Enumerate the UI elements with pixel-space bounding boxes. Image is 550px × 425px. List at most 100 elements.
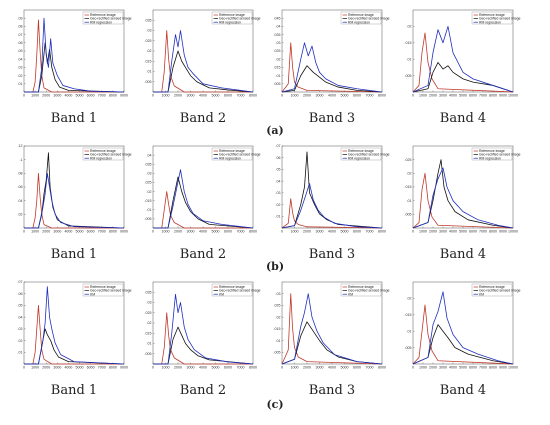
x-tick-label: 9000 bbox=[120, 94, 128, 98]
x-tick-label: 6000 bbox=[224, 366, 232, 370]
y-tick-label: .01 bbox=[276, 214, 281, 218]
x-tick-label: 8000 bbox=[249, 366, 257, 370]
x-tick-label: 5000 bbox=[76, 230, 84, 234]
legend-label: RM regression bbox=[479, 20, 501, 24]
series-line-method bbox=[24, 17, 125, 93]
x-tick-label: 9000 bbox=[120, 366, 128, 370]
x-tick-label: 4000 bbox=[199, 366, 207, 370]
series-line-reference bbox=[412, 172, 514, 229]
y-tick-label: .06 bbox=[18, 292, 23, 296]
x-tick-label: 4000 bbox=[64, 366, 72, 370]
x-tick-label: 7000 bbox=[366, 230, 374, 234]
x-tick-label: 7000 bbox=[98, 94, 106, 98]
y-tick-label: .1 bbox=[20, 158, 23, 162]
legend-label: KM bbox=[479, 292, 484, 296]
x-tick-label: 4000 bbox=[199, 94, 207, 98]
x-tick-label: 2000 bbox=[303, 366, 311, 370]
y-tick-label: .03 bbox=[276, 41, 281, 45]
x-tick-label: 1000 bbox=[419, 94, 427, 98]
y-tick-label: .02 bbox=[276, 203, 281, 207]
y-tick-label: .025 bbox=[145, 311, 152, 315]
y-tick-label: .04 bbox=[276, 179, 281, 183]
legend-label: Geo-rectified sensed image bbox=[348, 153, 390, 157]
y-tick-label: .015 bbox=[405, 41, 412, 45]
series-line-reference bbox=[153, 30, 253, 93]
y-tick-label: .04 bbox=[18, 315, 23, 319]
x-tick-label: 2000 bbox=[303, 230, 311, 234]
legend-label: RM regression bbox=[219, 156, 241, 160]
series-line-method bbox=[24, 286, 125, 365]
legend-label: Geo-rectified sensed image bbox=[90, 153, 132, 157]
series-line-reference bbox=[281, 293, 383, 365]
x-tick-label: 0 bbox=[23, 366, 25, 370]
y-tick-label: .01 bbox=[147, 70, 152, 74]
y-tick-label: .01 bbox=[276, 74, 281, 78]
legend-box bbox=[340, 11, 382, 25]
x-tick-label: 7000 bbox=[237, 230, 245, 234]
series-line-method bbox=[412, 26, 514, 93]
y-tick-label: .09 bbox=[18, 16, 23, 20]
y-tick-label: .035 bbox=[274, 33, 281, 37]
legend-label: Geo-rectified sensed image bbox=[479, 17, 521, 21]
legend-box bbox=[471, 11, 513, 25]
x-tick-label: 7000 bbox=[479, 366, 487, 370]
y-tick-label: .03 bbox=[147, 29, 152, 33]
chart-panel: .01 .02 .03 .04 .05 .06 .07 .08 .09 0 1000 2000 3000… bbox=[18, 9, 132, 126]
y-tick-label: .05 bbox=[18, 304, 23, 308]
y-tick-label: .025 bbox=[405, 158, 412, 162]
x-tick-label: 0 bbox=[152, 230, 154, 234]
x-tick-label: 2000 bbox=[429, 366, 437, 370]
legend-box bbox=[471, 283, 513, 297]
series-line-method bbox=[281, 183, 383, 229]
legend-box bbox=[82, 147, 124, 161]
legend-label: Reference image bbox=[348, 285, 374, 289]
x-tick-label: 3000 bbox=[187, 230, 195, 234]
x-tick-label: 5000 bbox=[212, 94, 220, 98]
y-tick-label: .02 bbox=[147, 49, 152, 53]
x-tick-label: 8000 bbox=[378, 94, 386, 98]
row-label: (b) bbox=[266, 260, 284, 273]
x-tick-label: 1000 bbox=[291, 366, 299, 370]
legend-label: Reference image bbox=[90, 13, 116, 17]
y-tick-label: .08 bbox=[18, 172, 23, 176]
legend-label: Reference image bbox=[479, 285, 505, 289]
band-label: Band 1 bbox=[51, 111, 97, 126]
series-line-reference bbox=[412, 32, 514, 93]
y-tick-label: .035 bbox=[145, 162, 152, 166]
x-tick-label: 8000 bbox=[109, 366, 117, 370]
legend-label: KM bbox=[219, 292, 224, 296]
series-line-reference bbox=[24, 172, 124, 229]
band-label: Band 2 bbox=[180, 383, 226, 398]
y-tick-label: .07 bbox=[276, 144, 281, 148]
y-tick-label: .07 bbox=[18, 33, 23, 37]
x-tick-label: 6000 bbox=[353, 230, 361, 234]
y-tick-label: .015 bbox=[145, 59, 152, 63]
x-tick-label: 2000 bbox=[42, 94, 50, 98]
x-tick-label: 3000 bbox=[187, 366, 195, 370]
legend-label: Reference image bbox=[479, 13, 505, 17]
x-tick-label: 4000 bbox=[449, 366, 457, 370]
x-tick-label: 2000 bbox=[429, 94, 437, 98]
y-tick-label: .02 bbox=[18, 213, 23, 217]
x-tick-label: 8000 bbox=[489, 94, 497, 98]
x-tick-label: 8000 bbox=[249, 230, 257, 234]
legend-box bbox=[211, 11, 253, 25]
y-tick-label: .08 bbox=[18, 25, 23, 29]
x-tick-label: 2000 bbox=[174, 94, 182, 98]
x-tick-label: 4000 bbox=[64, 230, 72, 234]
y-tick-label: .04 bbox=[276, 25, 281, 29]
x-tick-label: 7000 bbox=[98, 230, 106, 234]
series-line-sensed bbox=[412, 324, 514, 365]
x-tick-label: 7000 bbox=[479, 230, 487, 234]
legend-label: Reference image bbox=[90, 285, 116, 289]
band-label: Band 1 bbox=[51, 247, 97, 262]
y-tick-label: .025 bbox=[145, 39, 152, 43]
legend-label: RM regression bbox=[479, 156, 501, 160]
y-tick-label: .01 bbox=[147, 342, 152, 346]
y-tick-label: .02 bbox=[276, 57, 281, 61]
series-line-reference bbox=[281, 198, 383, 229]
y-tick-label: .02 bbox=[407, 297, 412, 301]
x-tick-label: 2000 bbox=[303, 94, 311, 98]
x-tick-label: 9000 bbox=[499, 366, 507, 370]
y-tick-label: .015 bbox=[145, 199, 152, 203]
